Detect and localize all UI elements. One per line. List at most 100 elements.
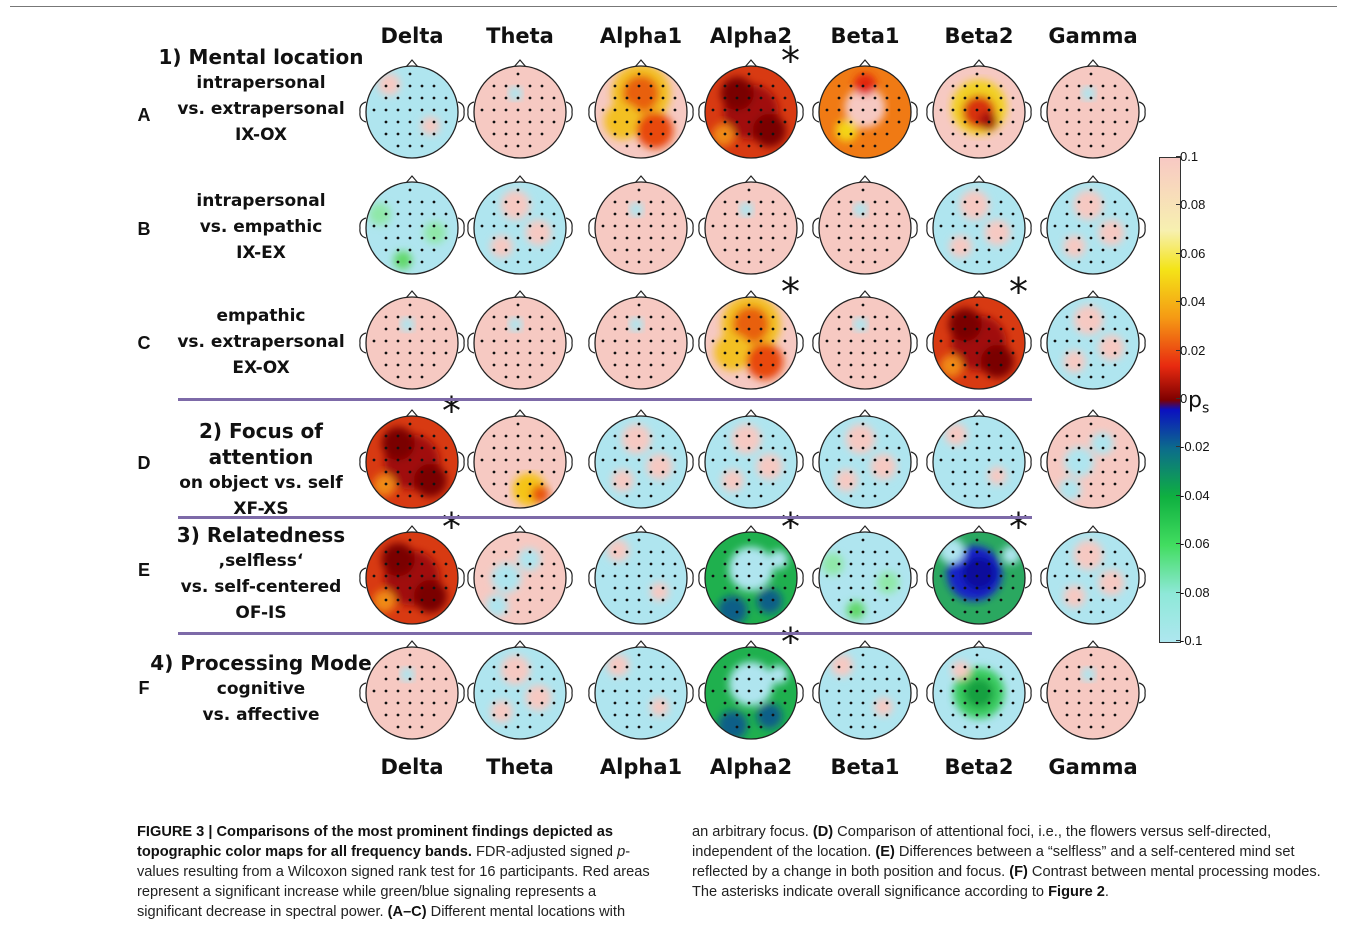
electrode-dot [372,339,376,343]
electrode-dot [1101,470,1105,474]
electrode-dot [492,248,496,252]
head-outline [473,181,567,275]
ear-outline [457,101,465,123]
head-outline [818,296,912,390]
electrode-dot [516,713,520,717]
electrode-dot [528,701,532,705]
electrode-dot [516,339,520,343]
electrode-dot [1011,339,1015,343]
electrode-dot [963,701,967,705]
activation-blob [500,190,531,220]
electrode-dot [649,586,653,590]
head-outline [473,65,567,159]
electrode-dot [735,363,739,367]
electrode-dot [963,144,967,148]
electrode-dot [723,363,727,367]
electrode-dot [975,84,979,88]
electrode-dot [432,315,436,319]
electrode-dot [861,224,865,228]
ear-outline [359,332,367,354]
electrode-dot [396,470,400,474]
electrode-dot [1011,574,1015,578]
electrode-dot [420,327,424,331]
topomap-f-beta2 [920,637,1038,743]
electrode-dot [735,610,739,614]
electrode-dot [516,236,520,240]
electrode-dot [849,701,853,705]
electrode-dot [673,120,677,124]
electrode-dot [432,248,436,252]
electrode-dot [849,212,853,216]
row-letter-d: D [137,453,151,473]
ear-outline [926,567,934,589]
electrode-dot [613,315,617,319]
row-letter-f: F [138,678,150,698]
ear-outline [698,451,706,473]
electrode-dot [540,120,544,124]
ear-outline [1024,101,1032,123]
electrode-dot [661,701,665,705]
electrode-dot [408,200,412,204]
electrode-dot [673,701,677,705]
electrode-dot [1125,689,1129,693]
electrode-dot [408,470,412,474]
electrode-dot [963,351,967,355]
electrode-dot [1089,375,1093,379]
activation-blob [621,424,652,454]
nose-outline [744,59,758,68]
electrode-dot [1065,236,1069,240]
topomap-d-beta2 [920,406,1038,512]
electrode-dot [540,713,544,717]
electrode-dot [1065,327,1069,331]
electrode-dot [1089,598,1093,602]
electrode-dot [649,598,653,602]
activation-blob [948,308,982,342]
electrode-dot [873,315,877,319]
electrode-dot [540,562,544,566]
nose-outline [513,525,527,534]
topomap-b-alpha2 [692,172,810,278]
electrode-dot [625,363,629,367]
electrode-dot [861,339,865,343]
caption-segment: -values resulting from a Wilcoxon signed… [137,844,650,920]
head-outline [1046,531,1140,625]
ear-outline [359,101,367,123]
ear-outline [686,682,694,704]
electrode-dot [1077,375,1081,379]
electrode-dot [1113,701,1117,705]
electrode-dot [504,351,508,355]
topomap-b-beta1 [806,172,924,278]
electrode-dot [625,713,629,717]
ear-outline [686,217,694,239]
electrode-dot [873,236,877,240]
ear-outline [812,682,820,704]
electrode-dot [661,224,665,228]
electrode-dot [1101,482,1105,486]
electrode-dot [420,212,424,216]
electrode-dot [987,446,991,450]
electrode-dot [837,224,841,228]
electrode-dot [747,562,751,566]
electrode-dot [735,713,739,717]
activation-blob [721,469,744,492]
ear-outline [812,567,820,589]
electrode-dot [420,677,424,681]
electrode-dot [999,248,1003,252]
electrode-dot [1065,458,1069,462]
topomap-e-alpha2 [692,522,810,628]
nose-outline [405,175,419,184]
electrode-dot [1089,494,1093,498]
electrode-dot [492,96,496,100]
activation-blob [756,588,783,614]
electrode-dot [444,236,448,240]
electrode-dot [408,212,412,216]
electrode-dot [504,610,508,614]
electrode-dot [837,200,841,204]
activation-blob [876,571,900,594]
electrode-dot [384,677,388,681]
electrode-dot [432,224,436,228]
electrode-dot [771,689,775,693]
electrode-dot [504,84,508,88]
ear-outline [698,217,706,239]
electrode-dot [837,689,841,693]
